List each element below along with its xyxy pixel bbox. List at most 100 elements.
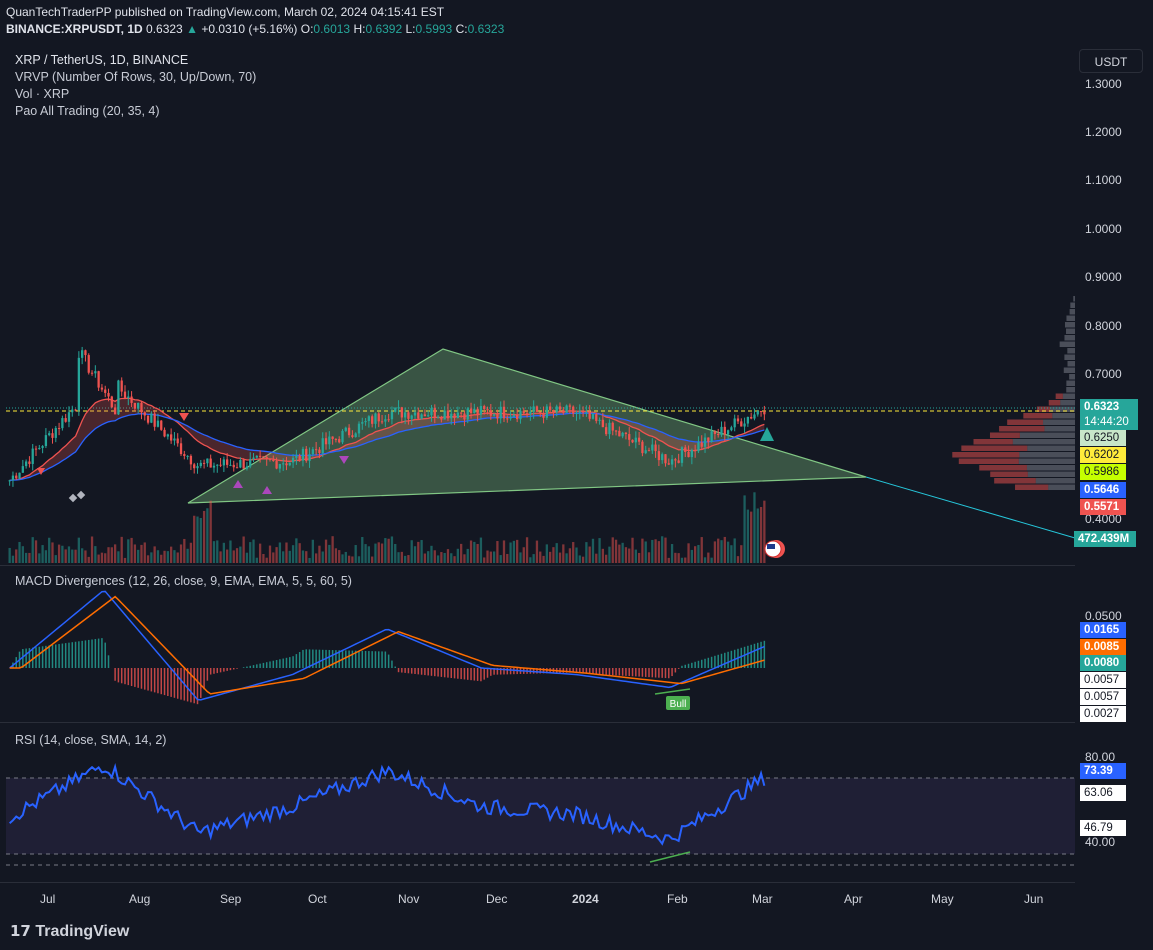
- candle-body: [390, 411, 394, 420]
- candle-body: [519, 410, 522, 420]
- volume-bar: [127, 539, 130, 563]
- volume-bar: [492, 551, 496, 563]
- volume-bar: [403, 555, 407, 563]
- volume-profile-down: [973, 439, 1013, 445]
- volume-bar: [357, 556, 361, 563]
- x-tick-label: Mar: [752, 892, 773, 906]
- x-tick-label: Feb: [667, 892, 688, 906]
- volume-bar: [710, 557, 713, 563]
- volume-bar: [291, 545, 295, 563]
- sell-signal-icon: [339, 456, 349, 464]
- candle-body: [371, 416, 374, 424]
- candle-body: [61, 418, 64, 429]
- candle-body: [173, 438, 176, 441]
- candle-body: [575, 412, 578, 414]
- candle-body: [31, 448, 34, 464]
- volume-bar: [169, 546, 173, 563]
- volume-bar: [104, 553, 107, 563]
- volume-bar: [397, 552, 400, 563]
- candle-body: [127, 396, 130, 398]
- candle-body: [338, 439, 341, 443]
- pane-separator[interactable]: [0, 722, 1075, 723]
- volume-bar: [94, 546, 97, 563]
- rsi-legend[interactable]: RSI (14, close, SMA, 14, 2): [15, 733, 167, 747]
- volume-bar: [657, 541, 661, 563]
- volume-bar: [680, 557, 684, 563]
- volume-bar: [440, 552, 443, 563]
- tradingview-logo-icon: 𝟭𝟳: [10, 923, 31, 940]
- candle-body: [150, 413, 153, 423]
- price-tick: 1.2000: [1085, 125, 1122, 139]
- signal-value-label: 0.0085: [1080, 639, 1126, 655]
- candle-body: [413, 412, 417, 416]
- candle-body: [720, 426, 723, 436]
- tradingview-logo[interactable]: 𝟭𝟳 TradingView: [10, 923, 130, 940]
- candle-body: [631, 439, 634, 443]
- main-legend-title[interactable]: XRP / TetherUS, 1D, BINANCE: [15, 53, 189, 67]
- volume-bar: [44, 550, 48, 563]
- candle-body: [595, 414, 598, 421]
- pane-separator[interactable]: [0, 565, 1075, 566]
- volume-label: 472.439M: [1074, 531, 1136, 547]
- candle-body: [581, 411, 585, 413]
- candle-body: [410, 415, 413, 419]
- volume-bar: [591, 538, 595, 563]
- volume-bar: [74, 549, 77, 563]
- vrvp-legend[interactable]: VRVP (Number Of Rows, 30, Up/Down, 70): [15, 70, 257, 84]
- candle-body: [400, 407, 403, 418]
- candle-body: [8, 480, 11, 482]
- volume-bar: [753, 492, 756, 563]
- up-arrow-icon: ▲: [186, 22, 198, 36]
- volume-legend[interactable]: Vol · XRP: [15, 87, 70, 101]
- bull-badge: [666, 696, 690, 710]
- volume-profile-up: [1027, 445, 1075, 451]
- candle-body: [64, 418, 67, 422]
- candle-body: [107, 392, 110, 397]
- volume-bar: [736, 556, 740, 563]
- volume-bar: [654, 539, 657, 563]
- candle-body: [512, 415, 516, 417]
- diamond-icon: [76, 490, 86, 500]
- candle-body: [232, 464, 235, 468]
- volume-bar: [344, 551, 347, 563]
- volume-bar: [338, 550, 341, 563]
- price-tick: 1.1000: [1085, 173, 1122, 187]
- volume-bar: [512, 540, 516, 563]
- candle-body: [28, 461, 31, 464]
- volume-bar: [21, 546, 24, 563]
- candle-body: [341, 430, 344, 443]
- volume-bar: [743, 495, 746, 563]
- candle-body: [713, 431, 717, 434]
- candle-body: [430, 408, 433, 416]
- volume-profile-up: [1059, 341, 1075, 347]
- candle-body: [90, 372, 94, 374]
- currency-button[interactable]: USDT: [1079, 49, 1143, 73]
- candle-body: [433, 408, 436, 418]
- price-tick: 0.4000: [1085, 512, 1122, 526]
- volume-profile-up: [1018, 458, 1075, 464]
- macd-legend[interactable]: MACD Divergences (12, 26, close, 9, EMA,…: [15, 574, 352, 588]
- volume-bar: [24, 552, 28, 563]
- pao-legend[interactable]: Pao All Trading (20, 35, 4): [15, 104, 160, 118]
- candle-body: [179, 443, 183, 455]
- macd-label: 0.0057: [1080, 672, 1126, 688]
- volume-bar: [509, 542, 512, 563]
- high-value: 0.6392: [365, 22, 403, 36]
- volume-bar: [443, 552, 446, 563]
- ema-fast-line: [9, 397, 765, 481]
- volume-profile-down: [952, 452, 1020, 458]
- bull-label: Bull: [670, 699, 687, 710]
- volume-bar: [334, 548, 338, 563]
- volume-bar: [733, 538, 736, 563]
- x-tick-label: Jul: [40, 892, 56, 906]
- candle-body: [611, 422, 614, 431]
- volume-bar: [687, 543, 690, 563]
- volume-bar: [542, 555, 545, 563]
- volume-bar: [235, 548, 239, 563]
- volume-bar: [34, 540, 38, 563]
- volume-bar: [314, 553, 318, 563]
- volume-bar: [222, 542, 226, 563]
- candle-body: [677, 460, 680, 463]
- volume-bar: [532, 554, 535, 563]
